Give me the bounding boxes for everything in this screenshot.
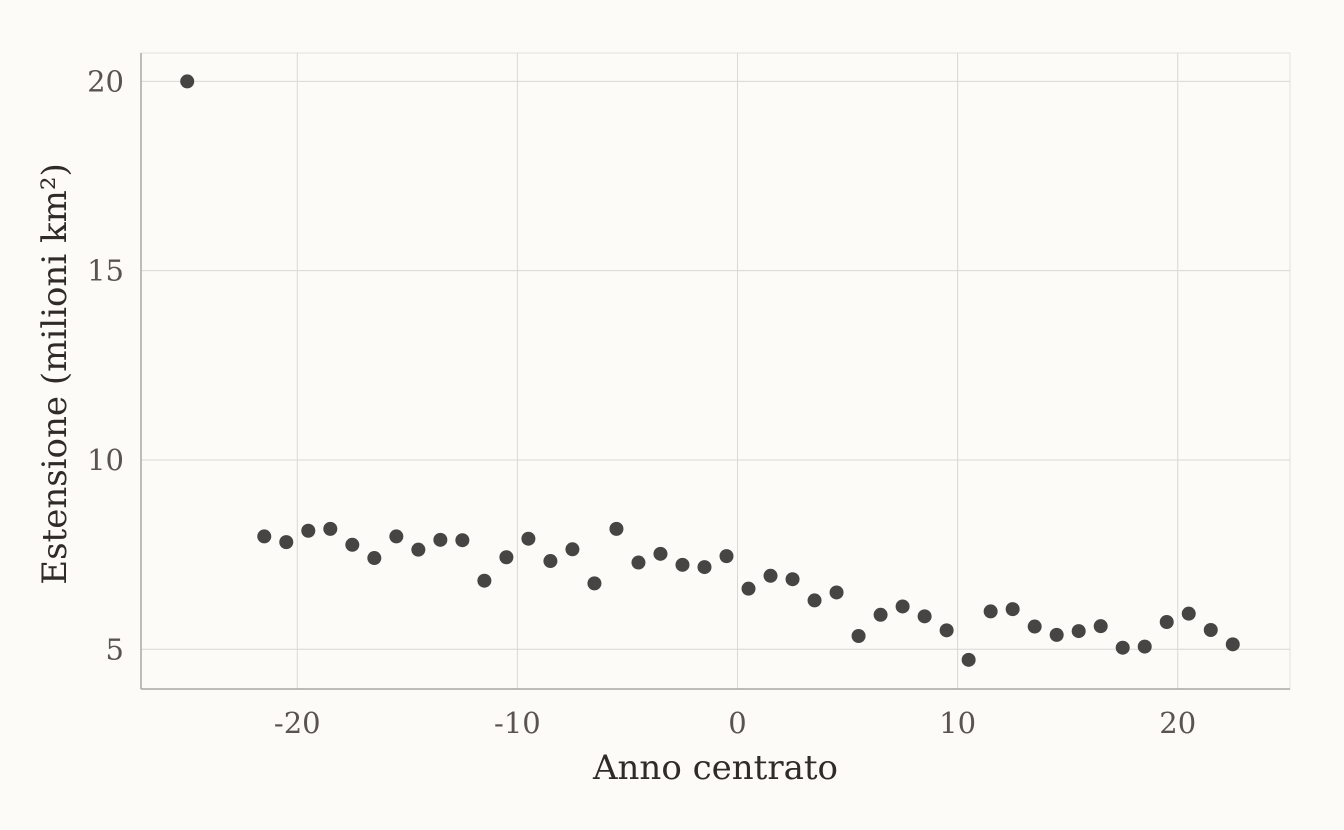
data-point	[961, 652, 976, 667]
data-point	[587, 576, 602, 591]
data-point	[653, 546, 668, 561]
x-tick-label: 20	[1159, 706, 1196, 740]
y-tick-label: 10	[87, 443, 124, 477]
x-tick-label: 0	[728, 706, 746, 740]
data-point	[1137, 639, 1152, 654]
data-point	[785, 572, 800, 587]
data-point	[367, 551, 382, 566]
data-point	[257, 529, 272, 544]
data-point	[917, 609, 932, 624]
data-point	[895, 599, 910, 614]
data-point	[543, 554, 558, 569]
x-axis-title: Anno centrato	[592, 748, 838, 788]
x-tick-label: -10	[494, 706, 541, 740]
plot-panel	[140, 52, 1291, 690]
data-point	[1093, 619, 1108, 634]
data-point	[851, 629, 866, 643]
data-point	[389, 529, 404, 544]
x-tick-label: 10	[939, 706, 976, 740]
data-point	[1159, 614, 1174, 629]
y-axis-title: Estensione (milioni km²)	[35, 163, 75, 584]
data-point	[521, 531, 536, 546]
data-point	[1115, 640, 1130, 655]
data-point	[1225, 637, 1240, 652]
data-point	[433, 532, 448, 547]
data-point	[741, 581, 756, 596]
data-point	[807, 593, 822, 608]
data-point	[1181, 606, 1196, 621]
y-tick-label: 5	[106, 632, 124, 666]
data-point	[631, 555, 646, 570]
data-point	[1203, 622, 1218, 637]
data-point	[477, 573, 492, 588]
data-point	[1005, 602, 1020, 617]
data-point	[983, 604, 998, 619]
data-point	[301, 523, 316, 538]
data-point	[279, 535, 294, 550]
data-point	[1071, 624, 1086, 639]
data-point	[1027, 619, 1042, 634]
data-point	[345, 537, 360, 552]
data-point	[697, 560, 712, 575]
data-point	[1049, 627, 1064, 642]
data-point	[873, 607, 888, 622]
data-point	[499, 550, 514, 565]
data-point	[763, 568, 778, 583]
data-point	[829, 585, 844, 600]
data-point	[719, 549, 734, 564]
data-point	[565, 542, 580, 557]
data-point	[939, 623, 954, 638]
y-tick-label: 20	[87, 64, 124, 98]
data-point	[675, 557, 690, 572]
data-point	[323, 521, 338, 536]
data-point	[609, 521, 624, 536]
y-tick-label: 15	[87, 254, 124, 288]
x-tick-label: -20	[274, 706, 321, 740]
data-point	[411, 542, 426, 557]
data-point	[180, 74, 195, 89]
data-point	[455, 533, 470, 548]
